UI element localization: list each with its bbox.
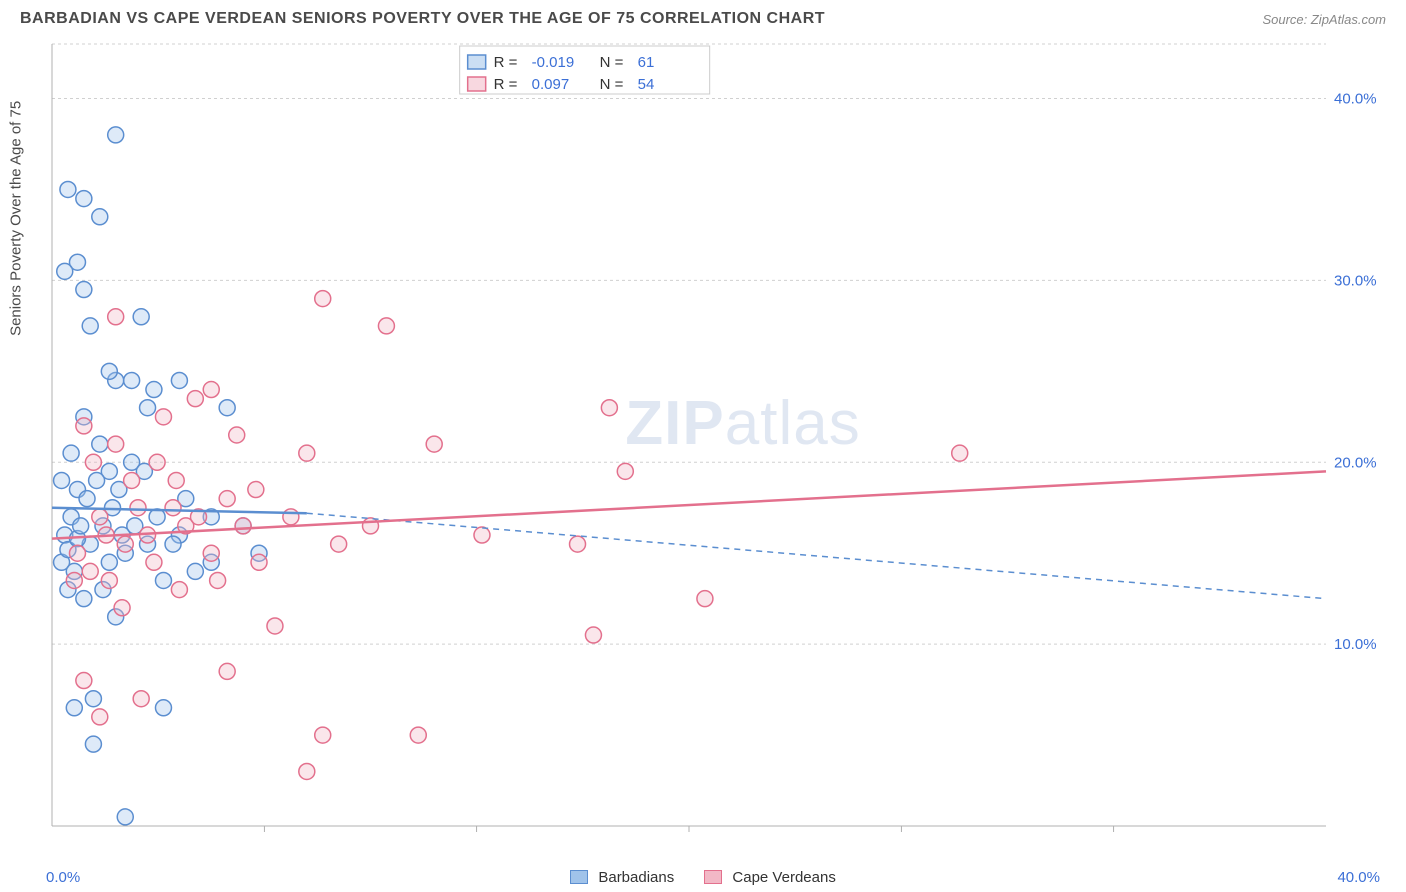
y-axis-label: Seniors Poverty Over the Age of 75 [8,101,25,336]
svg-text:N =: N = [600,76,624,93]
svg-text:20.0%: 20.0% [1334,454,1377,471]
swatch-icon [704,870,722,884]
chart-container: Seniors Poverty Over the Age of 75 10.0%… [40,38,1386,852]
scatter-chart: 10.0% 20.0% 30.0% 40.0% ZIPatlas R = -0.019 N =… [40,38,1386,852]
svg-text:0.097: 0.097 [532,76,570,93]
svg-text:54: 54 [638,76,655,93]
svg-text:40.0%: 40.0% [1334,91,1377,108]
svg-text:30.0%: 30.0% [1334,272,1377,289]
legend-item-barbadians: Barbadians [570,869,674,886]
swatch-icon [570,870,588,884]
svg-text:10.0%: 10.0% [1334,636,1377,653]
svg-text:-0.019: -0.019 [532,54,575,71]
legend-bottom: Barbadians Cape Verdeans [0,869,1406,886]
svg-text:R =: R = [494,76,518,93]
svg-text:61: 61 [638,54,655,71]
chart-title: BARBADIAN VS CAPE VERDEAN SENIORS POVERT… [20,10,825,28]
svg-text:ZIPatlas: ZIPatlas [625,389,860,458]
source-attribution: Source: ZipAtlas.com [1262,12,1386,27]
svg-text:N =: N = [600,54,624,71]
svg-text:R =: R = [494,54,518,71]
legend-item-cape-verdeans: Cape Verdeans [704,869,836,886]
